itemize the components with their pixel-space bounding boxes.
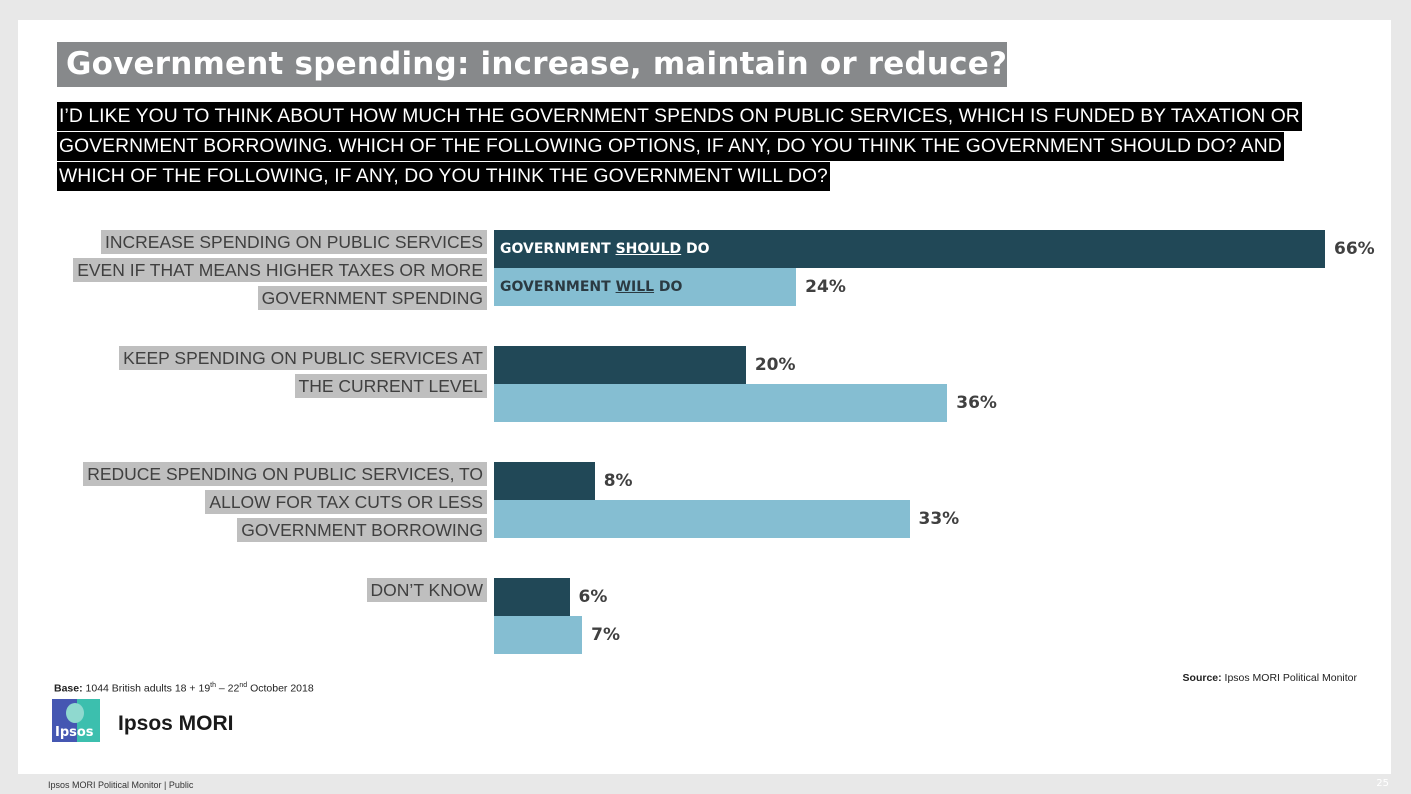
base-text: October 2018 [247,682,314,695]
base-label: Base: [54,682,83,695]
ipsos-logo-icon: Ipsos [52,699,100,742]
survey-question: I’D LIKE YOU TO THINK ABOUT HOW MUCH THE… [57,102,1327,192]
category-label-line: DON’T KNOW [366,578,487,602]
brand-name: Ipsos MORI [118,712,234,735]
category-label-line: INCREASE SPENDING ON PUBLIC SERVICES [101,230,487,254]
data-label: 8% [603,471,633,491]
bar-will [494,500,910,538]
source-note: Source: Ipsos MORI Political Monitor [1183,672,1357,684]
category-label: DON’T KNOW [366,578,487,606]
category-label-line: EVEN IF THAT MEANS HIGHER TAXES OR MORE [73,258,487,282]
question-line: I’D LIKE YOU TO THINK ABOUT HOW MUCH THE… [57,102,1302,131]
data-label: 6% [578,587,608,607]
slide-title: Government spending: increase, maintain … [57,42,1007,87]
category-label: REDUCE SPENDING ON PUBLIC SERVICES, TO AL… [83,462,487,546]
base-sup: th [210,682,216,689]
base-sup: nd [239,682,248,689]
question-line: WHICH OF THE FOLLOWING, IF ANY, DO YOU T… [57,162,830,191]
base-text: 1044 British adults 18 + 19 [82,682,211,695]
category-label-line: THE CURRENT LEVEL [294,374,487,398]
base-note: Base: 1044 British adults 18 + 19th – 22… [54,682,314,695]
bar-should [494,346,746,384]
data-label: 36% [956,393,997,413]
base-text: – 22 [216,682,240,695]
category-label-line: GOVERNMENT SPENDING [257,286,487,310]
page-number: 25 [1376,778,1389,789]
source-text: Ipsos MORI Political Monitor [1221,672,1357,684]
logo-head-shape [66,703,84,723]
data-label: 66% [1334,239,1375,259]
source-label: Source: [1182,672,1222,684]
bar-should: GOVERNMENT SHOULD DO [494,230,1325,268]
data-label: 33% [918,509,960,529]
category-label-line: REDUCE SPENDING ON PUBLIC SERVICES, TO [83,462,487,486]
data-label: 7% [591,625,620,645]
category-label-line: KEEP SPENDING ON PUBLIC SERVICES AT [119,346,487,370]
logo-text: Ipsos [55,725,94,740]
data-label: 24% [805,277,846,297]
bar-will: GOVERNMENT WILL DO [494,268,797,306]
bar-should [494,462,595,500]
bar-will [494,384,948,422]
bar-should [494,578,570,616]
category-label-line: GOVERNMENT BORROWING [237,518,487,542]
question-line: GOVERNMENT BORROWING. WHICH OF THE FOLLO… [57,132,1284,161]
legend-label-will: GOVERNMENT WILL DO [500,279,683,295]
bar-will [494,616,583,654]
category-label-line: ALLOW FOR TAX CUTS OR LESS [205,490,487,514]
data-label: 20% [754,355,796,375]
category-label: INCREASE SPENDING ON PUBLIC SERVICES EVEN… [73,230,487,314]
legend-label-should: GOVERNMENT SHOULD DO [500,241,710,257]
footer-text: Ipsos MORI Political Monitor | Public [48,780,194,790]
category-label: KEEP SPENDING ON PUBLIC SERVICES AT THE C… [119,346,487,402]
